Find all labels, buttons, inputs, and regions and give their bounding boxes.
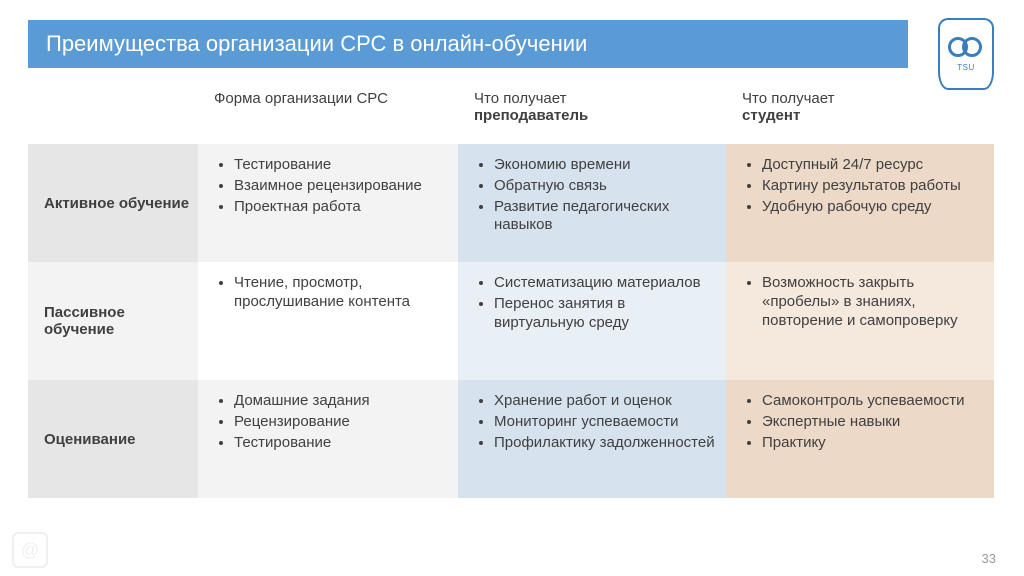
list-item: Возможность закрыть «пробелы» в знаниях,… [762,274,984,330]
list-item: Перенос занятия в виртуальную среду [494,295,716,333]
slide: Преимущества организации СРС в онлайн-об… [0,0,1024,576]
slide-title: Преимущества организации СРС в онлайн-об… [46,31,587,57]
list-item: Проектная работа [234,198,448,217]
list-item: Экспертные навыки [762,413,984,432]
list-item: Мониторинг успеваемости [494,413,716,432]
logo-badge: TSU [938,18,994,90]
list-item: Тестирование [234,156,448,175]
list-item: Самоконтроль успеваемости [762,392,984,411]
comparison-table: Форма организации СРС Что получает препо… [28,84,996,498]
list-item: Рецензирование [234,413,448,432]
cell-assess-teacher: Хранение работ и оценок Мониторинг успева… [458,380,726,498]
list-item: Чтение, просмотр, прослушивание контента [234,274,448,312]
list-item: Практику [762,434,984,453]
slide-title-bar: Преимущества организации СРС в онлайн-об… [28,20,908,68]
cell-passive-teacher: Систематизацию материалов Перенос занятия… [458,262,726,380]
list-item: Картину результатов работы [762,177,984,196]
cell-passive-form: Чтение, просмотр, прослушивание контента [198,262,458,380]
header-teacher-prefix: Что получает [474,90,566,107]
watermark-icon: @ [12,532,48,568]
header-teacher: Что получает преподаватель [458,84,726,144]
list-item: Удобную рабочую среду [762,198,984,217]
header-student: Что получает студент [726,84,994,144]
header-teacher-bold: преподаватель [474,107,588,124]
cell-active-form: Тестирование Взаимное рецензирование Проек… [198,144,458,262]
list-item: Доступный 24/7 ресурс [762,156,984,175]
row-label-passive: Пассивное обучение [28,262,198,380]
header-form-text: Форма организации СРС [214,90,388,107]
header-form: Форма организации СРС [198,84,458,144]
logo-rings-icon [948,37,984,59]
page-number: 33 [982,551,996,566]
header-empty [28,84,198,144]
logo-text: TSU [957,63,975,72]
list-item: Хранение работ и оценок [494,392,716,411]
cell-active-teacher: Экономию времени Обратную связь Развитие п… [458,144,726,262]
cell-passive-student: Возможность закрыть «пробелы» в знаниях,… [726,262,994,380]
cell-active-student: Доступный 24/7 ресурс Картину результатов… [726,144,994,262]
row-label-assessment: Оценивание [28,380,198,498]
list-item: Систематизацию материалов [494,274,716,293]
cell-assess-student: Самоконтроль успеваемости Экспертные навы… [726,380,994,498]
row-label-active: Активное обучение [28,144,198,262]
header-student-prefix: Что получает [742,90,834,107]
list-item: Тестирование [234,434,448,453]
list-item: Обратную связь [494,177,716,196]
list-item: Развитие педагогических навыков [494,198,716,236]
cell-assess-form: Домашние задания Рецензирование Тестирован… [198,380,458,498]
list-item: Профилактику задолженностей [494,434,716,453]
list-item: Домашние задания [234,392,448,411]
list-item: Экономию времени [494,156,716,175]
header-student-bold: студент [742,107,800,124]
list-item: Взаимное рецензирование [234,177,448,196]
